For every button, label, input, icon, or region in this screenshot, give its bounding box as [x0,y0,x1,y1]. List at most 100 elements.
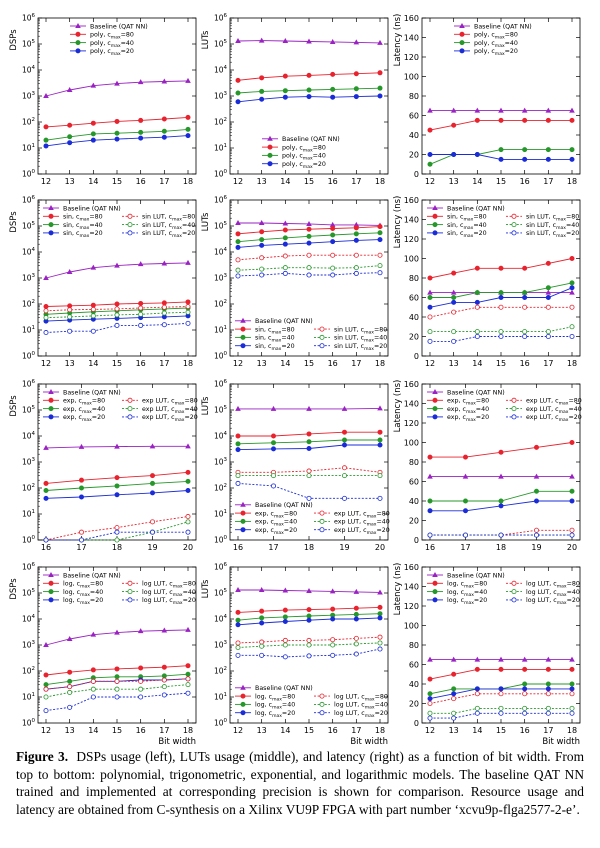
data-point [90,313,96,319]
data-point [43,143,49,149]
data-point [474,656,481,662]
data-point [330,637,336,643]
figure-caption: Figure 3. DSPs usage (left), LUTs usage … [16,748,584,818]
data-point [48,213,54,219]
data-point [377,252,383,258]
data-point [427,314,433,320]
data-point [306,439,312,445]
legend-label: sin, cmax=40 [255,335,295,344]
data-point [353,221,360,227]
data-point [282,241,288,247]
y-tick-label: 100 [404,621,419,630]
data-point [498,107,504,113]
data-point [185,259,191,265]
data-point [161,677,167,683]
data-point [267,152,273,158]
y-tick-label: 105 [22,39,36,49]
data-point [330,226,336,232]
data-point [569,156,575,162]
data-point [353,605,359,611]
data-point [67,328,73,334]
data-point [498,473,504,479]
data-point [569,147,575,153]
data-point [306,637,312,643]
data-point [353,86,359,92]
y-tick-label: 120 [404,602,419,611]
y-tick-label: 120 [404,235,419,244]
data-point [185,126,191,132]
legend-label: Baseline (QAT NN) [63,572,121,579]
data-point [319,701,325,707]
data-point [569,488,575,494]
data-point [545,710,551,716]
data-point [161,627,168,633]
legend-label: exp, cmax=80 [63,398,105,407]
legend-label: sin LUT, cmax=20 [526,230,579,239]
legend-label: Baseline (QAT NN) [447,572,505,579]
data-point [569,691,575,697]
data-point [522,265,528,271]
data-point [90,686,96,692]
data-point [427,532,433,538]
data-point [569,280,575,286]
y-tick-label: 101 [214,325,227,335]
data-point [459,40,465,46]
x-tick-label: 12 [233,359,243,368]
data-point [127,230,133,236]
data-point [451,329,457,335]
data-point [319,334,325,340]
data-point [377,615,383,621]
x-tick-label: 14 [280,726,290,735]
y-tick-label: 120 [404,53,419,62]
x-tick-label: 14 [280,359,290,368]
legend-label: poly, cmax=20 [282,161,326,170]
legend-label: log, cmax=40 [63,589,103,598]
data-point [161,134,167,140]
data-point [451,710,457,716]
y-tick-label: 103 [214,457,228,467]
data-point [90,667,96,673]
data-point [353,616,359,622]
data-point [114,686,120,692]
chart-panel: 0 20 40 60 80 100 120 140 160 12 13 14 15 16 17 18 Laten… [393,14,581,186]
y-tick-label: 102 [22,299,35,309]
x-tick-label: 15 [304,359,314,368]
y-tick-label: 20 [409,516,419,525]
legend-label: sin, cmax=20 [63,230,103,239]
data-point [90,82,97,88]
x-tick-label: 17 [351,726,361,735]
data-point [240,317,246,323]
data-point [306,653,312,659]
legend-label: sin, cmax=20 [447,230,487,239]
data-point [259,237,265,243]
data-point [353,611,359,617]
data-point [377,495,383,501]
data-point [377,442,383,448]
data-point [498,710,504,716]
y-tick-label: 104 [22,614,36,624]
data-point [137,79,144,85]
chart-panel: 100 101 102 103 104 105 106 16 17 18 19 20 DSPs Basel… [9,379,198,552]
data-point [127,580,133,586]
data-point [545,333,551,339]
series-line [46,531,188,541]
data-point [114,301,120,307]
data-point [90,694,96,700]
y-tick-label: 60 [409,111,419,120]
x-tick-label: 16 [520,726,530,735]
legend-label: Baseline (QAT NN) [255,502,313,509]
data-point [341,429,347,435]
data-point [90,302,96,308]
data-point [377,640,383,646]
x-tick-label: 17 [159,726,169,735]
data-point [498,498,504,504]
data-point [427,338,433,344]
data-point [522,147,528,153]
y-tick-label: 106 [214,195,228,205]
data-point [79,477,85,483]
data-point [282,654,288,660]
data-point [522,117,528,123]
data-point [259,266,265,272]
data-point [161,128,167,134]
x-tick-label: 18 [375,726,385,735]
